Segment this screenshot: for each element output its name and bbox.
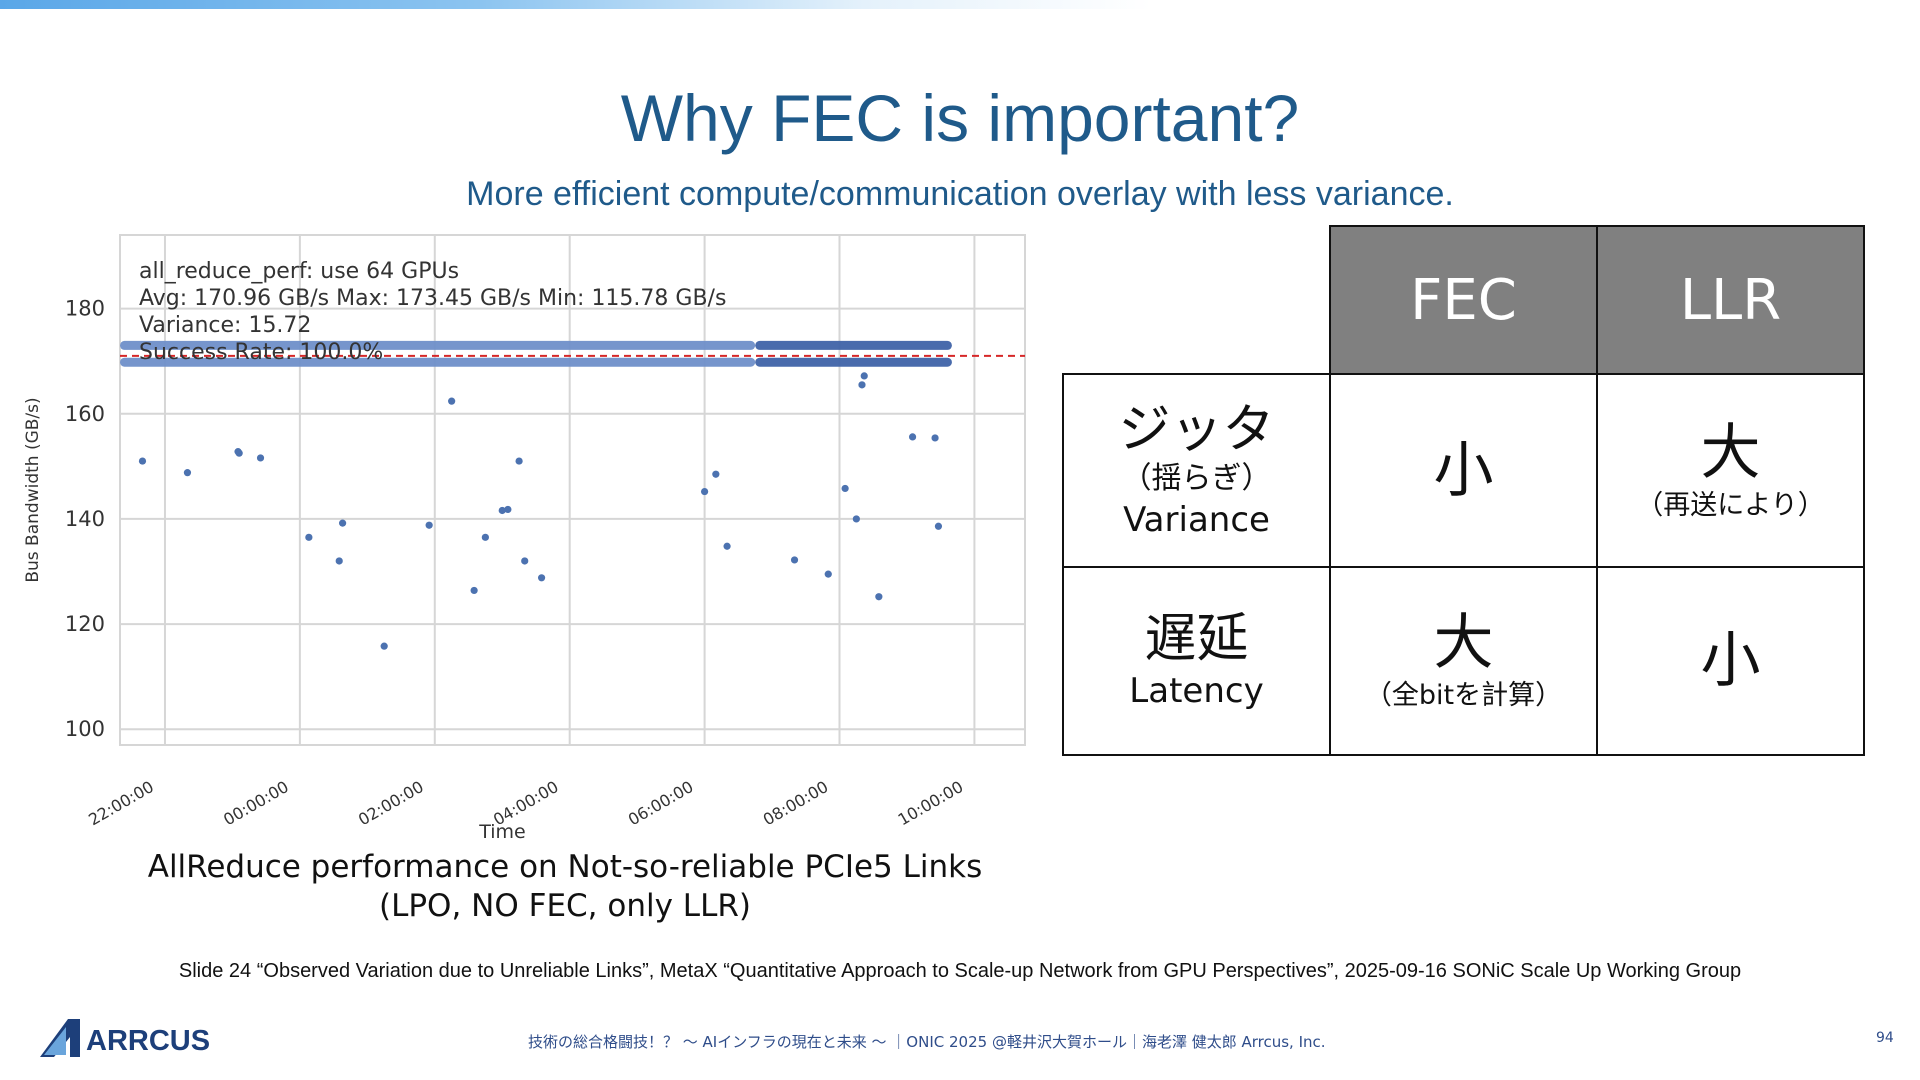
- footer-text: 技術の総合格闘技！？ 〜 AIインフラの現在と未来 〜 ｜ONIC 2025 @…: [528, 1033, 1326, 1051]
- cell-fec-variance: 小: [1329, 373, 1598, 568]
- data-point: [183, 469, 192, 477]
- cell-note: （全bitを計算）: [1364, 680, 1563, 711]
- data-point: [470, 586, 478, 595]
- data-point: [305, 533, 313, 541]
- x-tick-label: 02:00:00: [355, 777, 427, 829]
- dense-band-series: [120, 357, 756, 367]
- data-point: [934, 522, 943, 530]
- data-point: [931, 434, 939, 442]
- top-accent-bar: [0, 0, 1920, 9]
- data-point: [537, 574, 546, 582]
- dense-band-series: [755, 340, 952, 350]
- y-tick-label: 180: [65, 297, 105, 321]
- data-point: [498, 506, 506, 515]
- header-llr: LLR: [1596, 225, 1865, 375]
- cell-value: 小: [1433, 435, 1494, 506]
- data-point: [256, 454, 265, 462]
- chart-annotation: Variance: 15.72: [139, 313, 311, 338]
- x-tick-label: 10:00:00: [895, 777, 967, 829]
- dense-band-series: [120, 340, 756, 350]
- data-point: [852, 515, 860, 523]
- label-jp: ジッタ: [1118, 399, 1275, 460]
- y-tick-label: 160: [65, 402, 105, 426]
- y-tick-label: 140: [65, 507, 105, 531]
- chart-annotation: Avg: 170.96 GB/s Max: 173.45 GB/s Min: 1…: [139, 286, 726, 311]
- caption-line-1: AllReduce performance on Not-so-reliable…: [147, 849, 983, 885]
- slide-title: Why FEC is important?: [620, 81, 1300, 155]
- table-row-latency: 遅延 Latency 大 （全bitを計算） 小: [1062, 566, 1865, 756]
- data-point: [712, 470, 720, 478]
- cell-note: （再送により）: [1636, 489, 1825, 521]
- x-tick-label: 00:00:00: [220, 777, 292, 829]
- y-tick-label: 120: [65, 612, 105, 636]
- data-point: [425, 521, 433, 529]
- dense-band-series: [755, 357, 952, 367]
- arrcus-logo: ARRCUS: [40, 1019, 210, 1057]
- plot-area: [119, 234, 1026, 746]
- data-point: [335, 557, 343, 565]
- row-label-latency: 遅延 Latency: [1062, 566, 1331, 756]
- data-point: [858, 381, 866, 389]
- data-point: [380, 642, 388, 650]
- data-point: [338, 519, 347, 527]
- cell-value: 小: [1700, 626, 1761, 696]
- cell-llr-latency: 小: [1596, 566, 1865, 756]
- x-tick-label: 06:00:00: [625, 777, 697, 829]
- data-point: [481, 533, 489, 541]
- caption-line-2: (LPO, NO FEC, only LLR): [379, 888, 751, 924]
- data-point: [504, 505, 512, 514]
- data-point: [875, 593, 883, 601]
- cell-llr-variance: 大 （再送により）: [1596, 373, 1865, 568]
- table-row-variance: ジッタ （揺らぎ） Variance 小 大 （再送により）: [1062, 373, 1865, 568]
- data-point: [521, 557, 529, 565]
- data-point: [790, 556, 799, 564]
- header-fec: FEC: [1329, 225, 1598, 375]
- label-jp: 遅延: [1144, 609, 1249, 669]
- page-number: 94: [1876, 1030, 1894, 1046]
- x-axis-title: Time: [478, 821, 526, 843]
- data-point: [841, 484, 849, 493]
- cell-value: 大: [1433, 608, 1494, 678]
- data-point: [235, 449, 243, 457]
- y-tick-label: 100: [65, 717, 105, 741]
- data-point: [448, 397, 456, 405]
- label-en: Latency: [1129, 671, 1264, 711]
- data-point: [515, 457, 523, 465]
- logo-text: ARRCUS: [86, 1025, 210, 1057]
- y-axis-title: Bus Bandwidth (GB/s): [23, 397, 43, 582]
- data-point: [700, 487, 709, 496]
- data-point: [860, 372, 868, 380]
- table-header-row: FEC LLR: [1063, 225, 1865, 375]
- x-tick-label: 08:00:00: [760, 777, 832, 829]
- chart-caption: AllReduce performance on Not-so-reliable…: [115, 848, 1015, 926]
- source-citation: Slide 24 “Observed Variation due to Unre…: [178, 960, 1742, 982]
- logo-mark-accent: [44, 1027, 66, 1055]
- fec-llr-comparison-table: FEC LLR ジッタ （揺らぎ） Variance 小 大 （再送により） 遅…: [1062, 225, 1865, 756]
- x-tick-label: 22:00:00: [85, 777, 157, 829]
- chart-annotation: Success Rate: 100.0%: [139, 340, 383, 365]
- data-point: [138, 457, 147, 465]
- data-point: [723, 542, 731, 550]
- slide-subtitle: More efficient compute/communication ove…: [466, 175, 1454, 213]
- table-corner: [1063, 226, 1331, 375]
- data-point: [824, 570, 832, 578]
- chart-annotation: all_reduce_perf: use 64 GPUs: [139, 259, 459, 284]
- data-point: [908, 433, 917, 441]
- label-jp-sub: （揺らぎ）: [1121, 460, 1272, 496]
- row-label-variance: ジッタ （揺らぎ） Variance: [1062, 373, 1331, 568]
- label-en: Variance: [1123, 499, 1270, 540]
- bandwidth-scatter-chart: 100 120 140 160 180 22:00:00 00:00:00 02:00:00 0…: [23, 234, 1026, 843]
- cell-value: 大: [1700, 417, 1761, 488]
- cell-fec-latency: 大 （全bitを計算）: [1329, 566, 1598, 756]
